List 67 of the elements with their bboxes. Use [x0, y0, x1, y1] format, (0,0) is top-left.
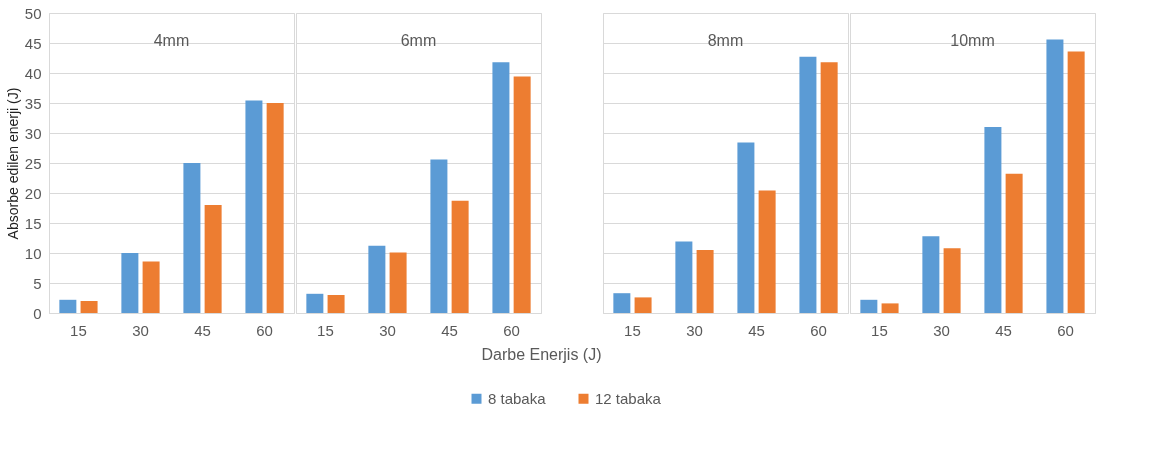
bar [737, 142, 755, 313]
text: 8mm [707, 32, 744, 49]
x-tick-label: 60 [503, 321, 520, 339]
bar [1046, 39, 1064, 313]
y-tick-label: 50 [24, 4, 42, 22]
x-tick-label: 15 [624, 321, 641, 339]
legend-label: 12 tabaka [595, 389, 662, 407]
x-tick-label: 60 [1057, 321, 1074, 339]
bar [984, 127, 1002, 313]
bar [204, 205, 222, 313]
bar [121, 253, 139, 313]
bar [266, 103, 284, 313]
bar [513, 76, 531, 313]
x-tick-label: 30 [132, 321, 149, 339]
y-tick-label: 20 [24, 184, 42, 202]
x-tick-label: 60 [256, 321, 273, 339]
x-tick-label: 15 [70, 321, 87, 339]
y-tick-label: 25 [24, 154, 42, 172]
bar [1067, 51, 1085, 313]
text: 10mm [950, 32, 995, 49]
bar [368, 245, 386, 313]
x-tick-label: 30 [379, 321, 396, 339]
y-tick-label: 5 [33, 274, 42, 292]
y-tick-label: 15 [24, 214, 42, 232]
bar [142, 261, 160, 313]
y-tick-label: 35 [24, 94, 42, 112]
x-tick-label: 45 [441, 321, 458, 339]
bar [389, 252, 407, 313]
bar [306, 293, 324, 313]
x-tick-label: 15 [317, 321, 334, 339]
x-tick-label: 30 [686, 321, 703, 339]
y-tick-label: 45 [24, 34, 42, 52]
y-tick-label: 40 [24, 64, 42, 82]
bar [451, 200, 469, 313]
legend-label: 8 tabaka [488, 389, 547, 407]
bar [183, 163, 201, 313]
x-tick-label: 30 [933, 321, 950, 339]
bar [1005, 173, 1023, 313]
x-axis-title: Darbe Enerjis (J) [481, 345, 602, 363]
bar [327, 295, 345, 313]
bar [860, 299, 878, 313]
bar [943, 248, 961, 313]
y-tick-label: 30 [24, 124, 42, 142]
text: 4mm [153, 32, 190, 49]
bar [820, 62, 838, 313]
x-tick-label: 45 [194, 321, 211, 339]
bar [696, 250, 714, 313]
bar [430, 159, 448, 313]
bar [613, 293, 631, 313]
y-tick-label: 10 [24, 244, 42, 262]
y-axis-title: Absorbe edilen enerji (J) [4, 87, 21, 240]
bar [922, 236, 940, 313]
bar [80, 301, 98, 313]
bar [758, 190, 776, 313]
bar [799, 56, 817, 313]
x-tick-label: 45 [995, 321, 1012, 339]
bar [881, 303, 899, 313]
x-tick-label: 60 [810, 321, 827, 339]
x-tick-label: 15 [871, 321, 888, 339]
bar [59, 299, 77, 313]
y-tick-label: 0 [33, 304, 42, 322]
bar [675, 241, 693, 313]
x-tick-label: 45 [748, 321, 765, 339]
bar [634, 297, 652, 313]
text: 6mm [400, 32, 437, 49]
bar [492, 62, 510, 313]
bar [245, 100, 263, 313]
